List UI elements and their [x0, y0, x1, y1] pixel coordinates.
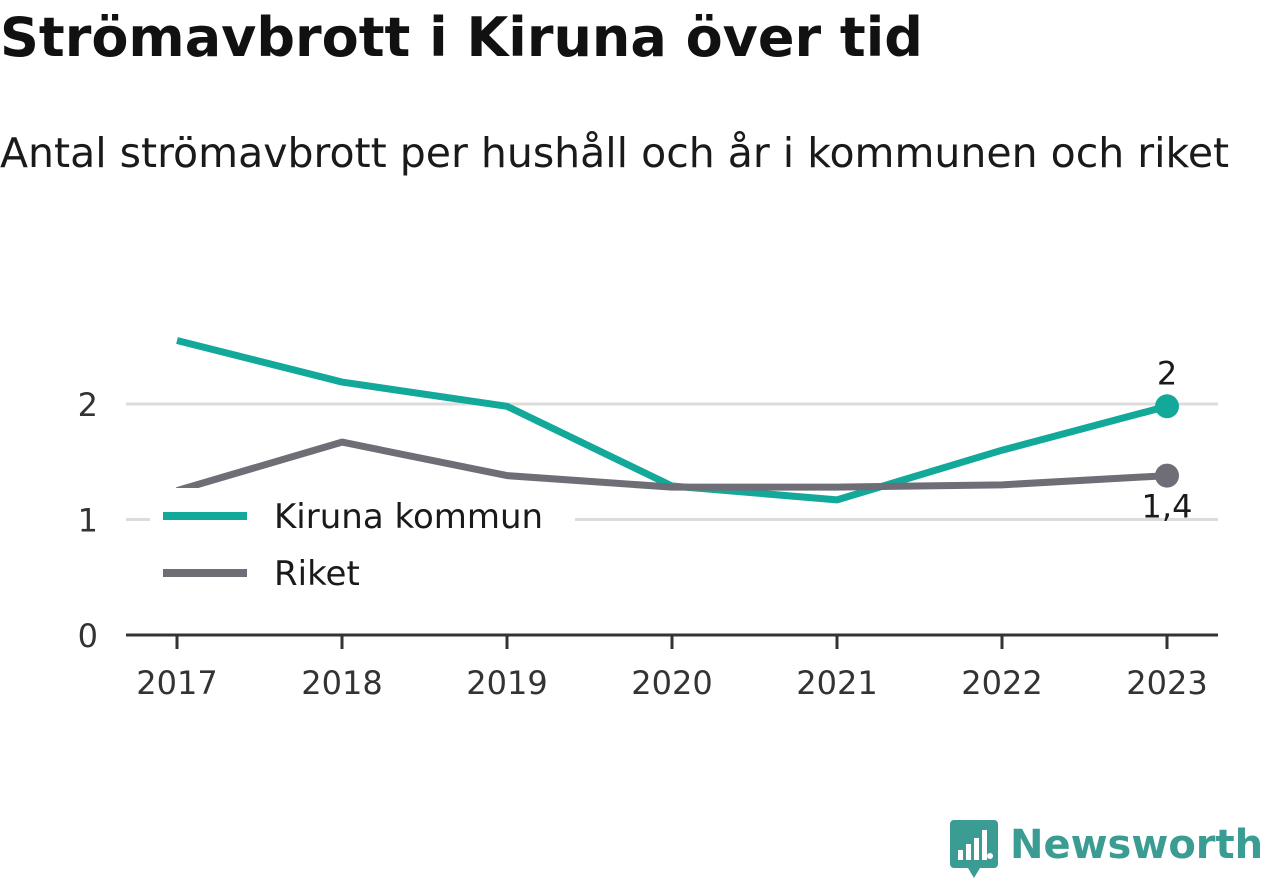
end-label-0: 2: [1157, 354, 1177, 392]
x-tick-label: 2018: [301, 664, 382, 702]
end-label-1: 1,4: [1142, 488, 1193, 526]
y-tick-label: 0: [78, 617, 98, 655]
legend-label-0: Kiruna kommun: [274, 497, 543, 537]
chart-subtitle: Antal strömavbrott per hushåll och år i …: [0, 129, 1230, 177]
newsworthy-logo-icon: [950, 820, 998, 878]
x-tick-label: 2023: [1126, 664, 1207, 702]
x-axis: [126, 633, 1218, 649]
data-labels: 21,4: [1142, 354, 1193, 525]
brand-logo: Newsworthy: [950, 818, 1262, 880]
end-marker-1: [1155, 463, 1179, 488]
x-tick-label: 2020: [631, 664, 712, 702]
y-axis-labels: 0 1 2: [78, 386, 98, 655]
legend-label-1: Riket: [274, 554, 360, 594]
y-tick-label: 2: [78, 386, 98, 424]
x-tick-label: 2019: [466, 664, 547, 702]
end-marker-0: [1155, 394, 1179, 419]
y-tick-label: 1: [78, 502, 98, 540]
x-tick-label: 2022: [961, 664, 1042, 702]
legend-box: [150, 488, 575, 600]
brand-name: Newsworthy: [1010, 822, 1262, 868]
chart-title: Strömavbrott i Kiruna över tid: [0, 6, 923, 69]
series-lines: [176, 337, 1168, 504]
series-line-1: [176, 438, 1168, 494]
x-tick-label: 2017: [136, 664, 217, 702]
x-axis-labels: 2017 2018 2019 2020 2021 2022 2023: [136, 664, 1207, 702]
legend: Kiruna kommun Riket: [150, 488, 575, 600]
x-tick-label: 2021: [796, 664, 877, 702]
series-line-0: [176, 337, 1168, 504]
end-markers: [1155, 394, 1179, 488]
